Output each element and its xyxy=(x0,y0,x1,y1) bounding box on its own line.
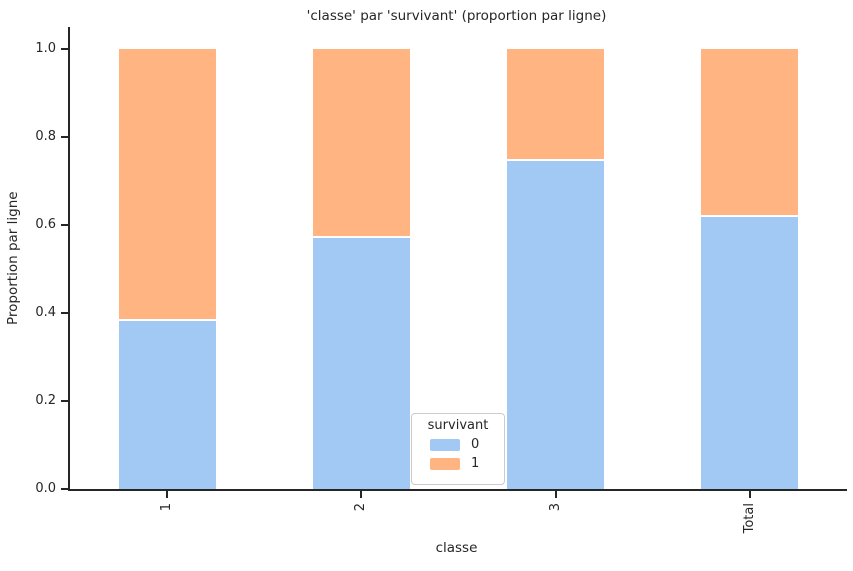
y-tick-mark xyxy=(61,312,68,314)
legend-item-0: 0 xyxy=(430,437,504,452)
chart-title: 'classe' par 'survivant' (proportion par… xyxy=(306,8,607,24)
y-tick-label: 0.0 xyxy=(35,481,56,496)
legend-swatch-survivant-0 xyxy=(430,438,460,451)
legend-item-1: 1 xyxy=(430,456,504,471)
legend-label-survivant-0: 0 xyxy=(471,437,480,452)
x-tick-label: 2 xyxy=(353,503,369,512)
y-tick-label: 0.8 xyxy=(35,129,56,144)
bar-Total-series-0 xyxy=(701,217,799,489)
x-tick-label: 1 xyxy=(159,503,175,512)
bar-1-series-0 xyxy=(118,321,216,489)
legend-label-survivant-1: 1 xyxy=(471,456,480,471)
y-tick-label: 0.6 xyxy=(35,217,56,232)
y-tick-mark xyxy=(61,136,68,138)
y-tick-mark xyxy=(61,488,68,490)
legend-title: survivant xyxy=(427,418,489,433)
y-axis-label: Proportion par ligne xyxy=(5,191,21,325)
legend-swatch-survivant-1 xyxy=(430,457,460,470)
legend: survivant 0 1 xyxy=(411,413,505,485)
bar-1-series-1 xyxy=(118,49,216,322)
x-tick-mark xyxy=(360,491,363,498)
bar-3-series-0 xyxy=(507,161,605,489)
x-tick-label: 3 xyxy=(547,503,563,512)
bar-Total-series-1 xyxy=(701,49,799,218)
bar-2-series-0 xyxy=(312,238,410,489)
y-tick-label: 0.4 xyxy=(35,305,56,320)
y-tick-label: 0.2 xyxy=(35,393,56,408)
x-tick-mark xyxy=(166,491,169,498)
x-tick-mark xyxy=(554,491,557,498)
bar-3-series-1 xyxy=(507,49,605,162)
y-tick-mark xyxy=(61,48,68,50)
x-tick-mark xyxy=(748,491,751,498)
plot-area xyxy=(68,27,847,491)
y-tick-label: 1.0 xyxy=(35,41,56,56)
y-tick-mark xyxy=(61,224,68,226)
y-tick-mark xyxy=(61,400,68,402)
x-axis-label: classe xyxy=(435,540,478,556)
bar-2-series-1 xyxy=(312,49,410,239)
x-tick-label: Total xyxy=(741,503,757,534)
